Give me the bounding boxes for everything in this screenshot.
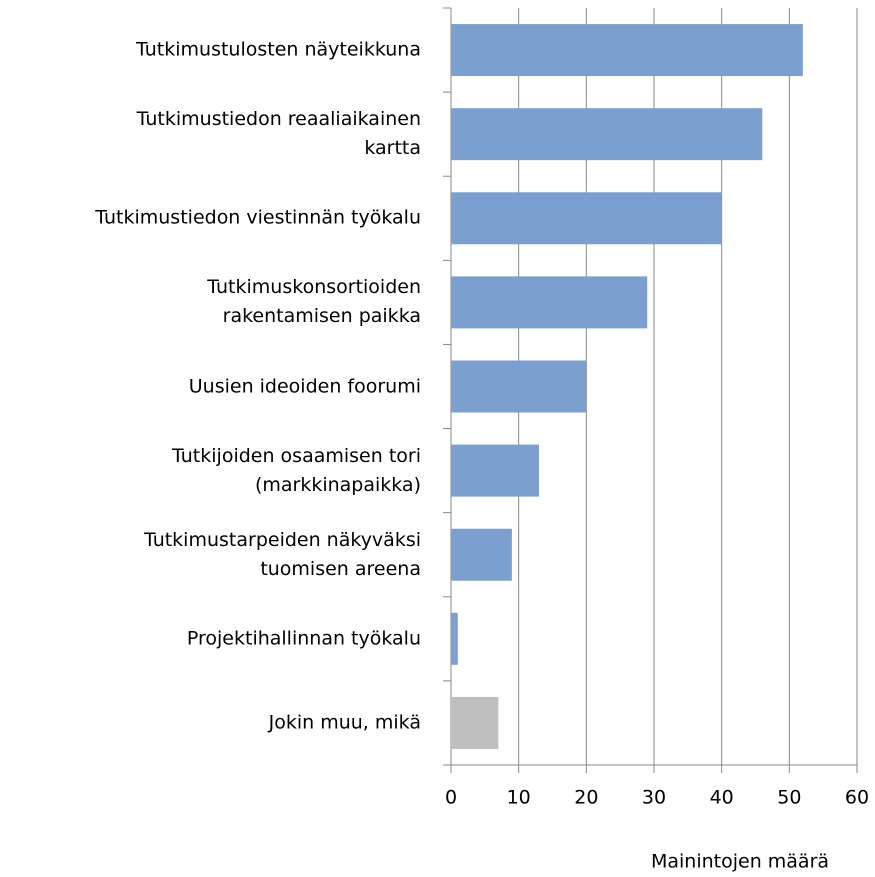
y-tick-label: Tutkimustarpeiden näkyväksi tuomisen are… xyxy=(143,528,421,580)
bar xyxy=(451,108,763,161)
bar xyxy=(451,612,458,665)
bar xyxy=(451,24,803,77)
bar xyxy=(451,696,499,749)
bar xyxy=(451,276,648,329)
y-tick-label: Tutkijoiden osaamisen tori (markkinapaik… xyxy=(172,444,421,496)
y-tick-label: Tutkimustiedon reaaliaikainen kartta xyxy=(136,108,421,160)
bar xyxy=(451,528,512,581)
bar xyxy=(451,192,722,245)
x-tick-label: 30 xyxy=(642,787,666,809)
x-tick-label: 50 xyxy=(777,787,801,809)
y-tick-label: Tutkimustiedon viestinnän työkalu xyxy=(95,206,421,229)
y-tick-label: Tutkimustulosten näyteikkuna xyxy=(136,38,421,61)
y-tick-label: Jokin muu, mikä xyxy=(268,711,421,734)
x-tick-label: 40 xyxy=(710,787,734,809)
x-tick-label: 20 xyxy=(574,787,598,809)
x-tick-label: 0 xyxy=(445,787,457,809)
x-tick-label: 10 xyxy=(507,787,531,809)
y-tick-label: Uusien ideoiden foorumi xyxy=(188,375,421,397)
y-tick-label: Projektihallinnan työkalu xyxy=(186,627,421,650)
x-axis-label: Mainintojen määrä xyxy=(651,851,829,873)
y-tick-label: Tutkimuskonsortioiden rakentamisen paikk… xyxy=(207,276,421,328)
bar xyxy=(451,444,539,497)
x-tick-label: 60 xyxy=(845,787,869,809)
bar xyxy=(451,360,587,413)
